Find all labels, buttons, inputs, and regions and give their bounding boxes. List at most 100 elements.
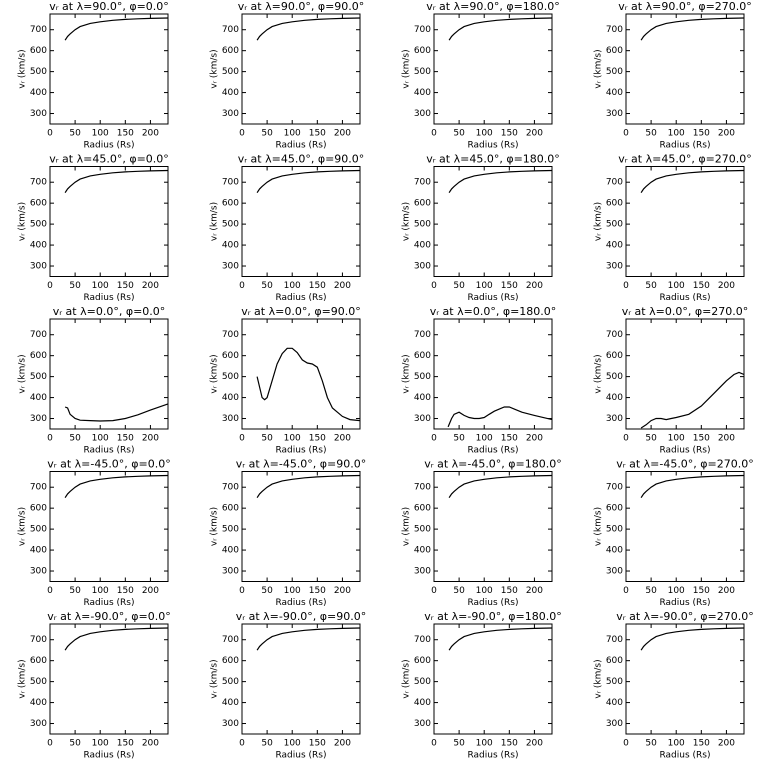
y-tick-label: 400 bbox=[222, 546, 239, 556]
x-tick-label: 0 bbox=[239, 739, 245, 749]
x-tick-label: 50 bbox=[453, 129, 465, 139]
y-tick-label: 700 bbox=[414, 483, 431, 493]
y-tick-label: 700 bbox=[222, 178, 239, 188]
y-tick-label: 400 bbox=[606, 241, 623, 251]
x-tick-label: 150 bbox=[309, 129, 326, 139]
data-line bbox=[448, 627, 553, 651]
x-tick-label: 150 bbox=[501, 739, 518, 749]
x-tick-label: 50 bbox=[69, 586, 81, 596]
y-axis-label: vᵣ (km/s) bbox=[594, 354, 604, 393]
x-tick-label: 150 bbox=[309, 739, 326, 749]
x-tick-label: 100 bbox=[476, 129, 493, 139]
plot-frame bbox=[241, 623, 361, 735]
y-tick-label: 500 bbox=[414, 67, 431, 77]
y-tick-label: 400 bbox=[606, 698, 623, 708]
y-tick-label: 300 bbox=[606, 414, 623, 424]
plot-frame bbox=[625, 623, 745, 735]
x-tick-label: 200 bbox=[142, 739, 159, 749]
data-line bbox=[256, 474, 361, 499]
y-tick-label: 500 bbox=[414, 220, 431, 230]
x-tick-label: 0 bbox=[431, 739, 437, 749]
x-tick-label: 200 bbox=[526, 586, 543, 596]
y-tick-label: 400 bbox=[222, 698, 239, 708]
x-axis-label: Radius (Rs) bbox=[275, 751, 326, 761]
plot-frame bbox=[241, 318, 361, 430]
y-tick-label: 600 bbox=[222, 46, 239, 56]
x-tick-label: 150 bbox=[117, 129, 134, 139]
y-tick-label: 600 bbox=[414, 504, 431, 514]
x-tick-label: 100 bbox=[284, 586, 301, 596]
y-tick-label: 600 bbox=[222, 504, 239, 514]
x-tick-label: 100 bbox=[92, 281, 109, 291]
y-axis-label: vᵣ (km/s) bbox=[402, 354, 412, 393]
x-tick-label: 150 bbox=[117, 434, 134, 444]
y-tick-label: 300 bbox=[414, 414, 431, 424]
x-tick-label: 100 bbox=[668, 739, 685, 749]
y-axis-label: vᵣ (km/s) bbox=[210, 202, 220, 241]
y-tick-label: 700 bbox=[30, 178, 47, 188]
x-tick-label: 0 bbox=[431, 586, 437, 596]
y-tick-label: 500 bbox=[30, 67, 47, 77]
x-tick-label: 50 bbox=[261, 129, 273, 139]
x-tick-label: 150 bbox=[693, 129, 710, 139]
y-tick-label: 400 bbox=[30, 393, 47, 403]
y-tick-label: 700 bbox=[222, 483, 239, 493]
x-tick-label: 50 bbox=[645, 434, 657, 444]
x-axis-label: Radius (Rs) bbox=[467, 598, 518, 608]
x-axis-label: Radius (Rs) bbox=[83, 598, 134, 608]
x-tick-label: 200 bbox=[334, 129, 351, 139]
x-axis-label: Radius (Rs) bbox=[83, 141, 134, 151]
x-tick-label: 150 bbox=[117, 739, 134, 749]
y-tick-label: 700 bbox=[606, 483, 623, 493]
y-tick-label: 700 bbox=[606, 178, 623, 188]
x-tick-label: 150 bbox=[501, 586, 518, 596]
y-axis-label: vᵣ (km/s) bbox=[594, 659, 604, 698]
y-tick-label: 300 bbox=[606, 719, 623, 729]
y-tick-label: 400 bbox=[414, 546, 431, 556]
x-axis-label: Radius (Rs) bbox=[275, 598, 326, 608]
y-tick-label: 700 bbox=[30, 483, 47, 493]
plot-frame bbox=[433, 318, 553, 430]
y-tick-label: 600 bbox=[414, 199, 431, 209]
data-line bbox=[256, 169, 361, 194]
x-tick-label: 150 bbox=[501, 129, 518, 139]
y-tick-label: 300 bbox=[414, 262, 431, 272]
y-tick-label: 300 bbox=[222, 414, 239, 424]
y-axis-label: vᵣ (km/s) bbox=[18, 354, 28, 393]
x-tick-label: 0 bbox=[239, 586, 245, 596]
y-tick-label: 700 bbox=[414, 25, 431, 35]
plot-frame bbox=[241, 166, 361, 277]
x-tick-label: 0 bbox=[239, 281, 245, 291]
x-tick-label: 200 bbox=[334, 434, 351, 444]
x-tick-label: 100 bbox=[92, 434, 109, 444]
y-tick-label: 500 bbox=[30, 220, 47, 230]
x-tick-label: 50 bbox=[453, 281, 465, 291]
plot-frame bbox=[49, 318, 169, 430]
x-tick-label: 100 bbox=[284, 129, 301, 139]
x-tick-label: 100 bbox=[92, 739, 109, 749]
chart-title: vᵣ at λ=-45.0°, φ=90.0° bbox=[236, 458, 367, 471]
y-axis-label: vᵣ (km/s) bbox=[402, 659, 412, 698]
x-tick-label: 200 bbox=[526, 739, 543, 749]
y-tick-label: 500 bbox=[222, 67, 239, 77]
plot-frame bbox=[49, 623, 169, 735]
y-tick-label: 500 bbox=[606, 677, 623, 687]
data-line bbox=[640, 169, 745, 194]
data-line bbox=[640, 474, 745, 499]
y-tick-label: 600 bbox=[414, 46, 431, 56]
chart-title: vᵣ at λ=90.0°, φ=270.0° bbox=[618, 0, 752, 13]
chart-title: vᵣ at λ=90.0°, φ=0.0° bbox=[49, 0, 169, 13]
y-tick-label: 400 bbox=[30, 241, 47, 251]
y-axis-label: vᵣ (km/s) bbox=[402, 49, 412, 88]
x-axis-label: Radius (Rs) bbox=[659, 293, 710, 303]
x-tick-label: 50 bbox=[69, 129, 81, 139]
y-tick-label: 500 bbox=[414, 677, 431, 687]
y-tick-label: 300 bbox=[30, 262, 47, 272]
data-line bbox=[64, 474, 169, 499]
y-tick-label: 500 bbox=[606, 372, 623, 382]
x-tick-label: 100 bbox=[92, 586, 109, 596]
y-tick-label: 600 bbox=[606, 199, 623, 209]
chart-title: vᵣ at λ=-90.0°, φ=180.0° bbox=[424, 610, 562, 623]
y-tick-label: 600 bbox=[222, 656, 239, 666]
